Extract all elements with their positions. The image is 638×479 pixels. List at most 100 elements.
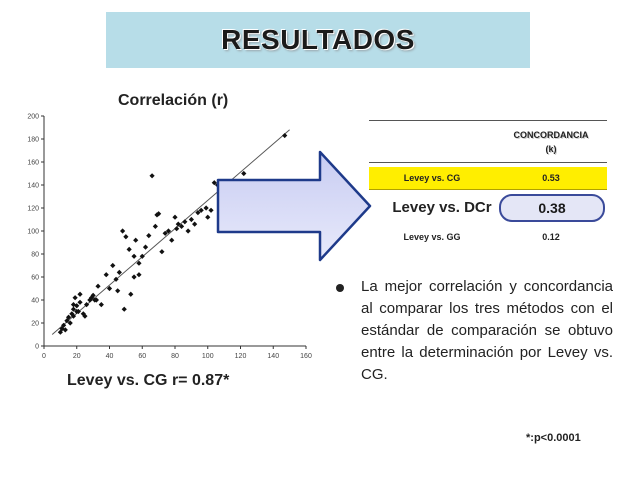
x-tick-label: 80 bbox=[171, 353, 179, 360]
conclusion-text: La mejor correlación y concordancia al c… bbox=[361, 278, 613, 383]
correlation-subtitle: Correlación (r) bbox=[118, 92, 229, 109]
row-label: Levey vs. DCr bbox=[392, 198, 492, 216]
data-point bbox=[156, 211, 162, 217]
data-point bbox=[67, 320, 73, 326]
data-point bbox=[136, 272, 142, 278]
data-point bbox=[211, 180, 217, 186]
bullet-icon bbox=[336, 284, 344, 292]
data-point bbox=[61, 322, 67, 328]
y-tick-label: 20 bbox=[31, 321, 39, 328]
data-point bbox=[106, 285, 113, 292]
y-tick-label: 100 bbox=[27, 229, 39, 236]
x-tick-label: 140 bbox=[267, 353, 279, 360]
data-point bbox=[142, 244, 149, 250]
data-point bbox=[152, 223, 158, 229]
data-point bbox=[77, 299, 83, 305]
data-point bbox=[74, 303, 80, 309]
data-point bbox=[185, 228, 191, 234]
data-point bbox=[115, 288, 121, 294]
significance-footnote: *:p<0.0001 bbox=[526, 432, 581, 444]
title-banner: RESULTADOS bbox=[106, 12, 530, 68]
y-tick-label: 180 bbox=[27, 137, 39, 144]
x-tick-label: 120 bbox=[235, 353, 247, 360]
data-point bbox=[72, 295, 78, 301]
data-point bbox=[80, 311, 86, 317]
y-tick-label: 80 bbox=[31, 252, 39, 259]
table-header-rule bbox=[369, 162, 607, 163]
x-tick-label: 40 bbox=[106, 353, 114, 360]
data-point bbox=[174, 226, 180, 232]
table-header: CONCORDANCIA (k) bbox=[495, 128, 607, 156]
data-point bbox=[69, 311, 75, 317]
data-point bbox=[126, 246, 132, 252]
data-point bbox=[136, 260, 142, 266]
x-tick-label: 60 bbox=[138, 353, 146, 360]
table-row: Levey vs. CG 0.53 bbox=[369, 167, 607, 190]
y-tick-label: 160 bbox=[27, 160, 39, 167]
data-point bbox=[98, 302, 104, 308]
table-row: Levey vs. DCr 0.38 bbox=[369, 192, 607, 222]
correlation-caption: Levey vs. CG r= 0.87* bbox=[67, 372, 230, 389]
data-point bbox=[188, 216, 194, 223]
slide-title: RESULTADOS bbox=[221, 24, 415, 55]
data-point bbox=[57, 329, 63, 335]
row-label: Levey vs. GG bbox=[403, 232, 461, 242]
data-point bbox=[165, 228, 172, 234]
data-point bbox=[146, 233, 152, 239]
data-point bbox=[128, 291, 134, 297]
data-point bbox=[205, 214, 211, 220]
data-point bbox=[95, 283, 101, 289]
row-label: Levey vs. CG bbox=[403, 173, 461, 183]
data-point bbox=[195, 210, 201, 216]
data-point bbox=[64, 318, 70, 324]
data-point bbox=[162, 230, 168, 236]
header-kappa: (k) bbox=[545, 144, 557, 154]
data-point bbox=[192, 221, 198, 227]
data-point bbox=[203, 205, 209, 211]
y-tick-label: 40 bbox=[31, 298, 39, 305]
data-point bbox=[198, 207, 204, 213]
data-point bbox=[75, 308, 81, 315]
y-tick-label: 200 bbox=[27, 114, 39, 121]
table-row: Levey vs. GG 0.12 bbox=[369, 226, 607, 248]
x-tick-label: 20 bbox=[73, 353, 81, 360]
y-tick-label: 140 bbox=[27, 183, 39, 190]
data-point bbox=[172, 214, 178, 220]
x-tick-label: 100 bbox=[202, 353, 214, 360]
y-tick-label: 120 bbox=[27, 206, 39, 213]
header-concordancia: CONCORDANCIA bbox=[513, 130, 589, 140]
x-tick-label: 160 bbox=[300, 353, 312, 360]
data-point bbox=[113, 276, 119, 282]
data-point bbox=[116, 269, 122, 275]
data-point bbox=[175, 221, 181, 227]
data-point bbox=[103, 272, 109, 278]
data-point bbox=[88, 295, 95, 301]
data-point bbox=[241, 170, 247, 177]
data-point bbox=[159, 249, 165, 255]
data-point bbox=[149, 173, 155, 179]
y-tick-label: 60 bbox=[31, 275, 39, 282]
data-point bbox=[131, 253, 137, 259]
data-point bbox=[178, 223, 185, 229]
data-point bbox=[90, 292, 96, 298]
data-point bbox=[182, 219, 188, 225]
data-point bbox=[208, 207, 214, 213]
data-point bbox=[131, 274, 137, 280]
row-value: 0.12 bbox=[542, 232, 560, 242]
y-tick-label: 0 bbox=[35, 344, 39, 351]
data-point bbox=[70, 306, 77, 312]
data-point bbox=[169, 237, 175, 243]
data-point bbox=[123, 234, 129, 240]
table-top-rule bbox=[369, 120, 607, 121]
row-value: 0.53 bbox=[542, 173, 560, 183]
data-point bbox=[120, 228, 126, 234]
data-point bbox=[282, 132, 288, 139]
highlighted-value-badge: 0.38 bbox=[499, 194, 605, 222]
x-tick-label: 0 bbox=[42, 353, 46, 360]
data-point bbox=[65, 314, 72, 320]
right-arrow-icon bbox=[216, 150, 372, 262]
data-point bbox=[77, 291, 83, 297]
data-point bbox=[121, 306, 127, 312]
data-point bbox=[110, 262, 116, 269]
data-point bbox=[93, 297, 99, 303]
